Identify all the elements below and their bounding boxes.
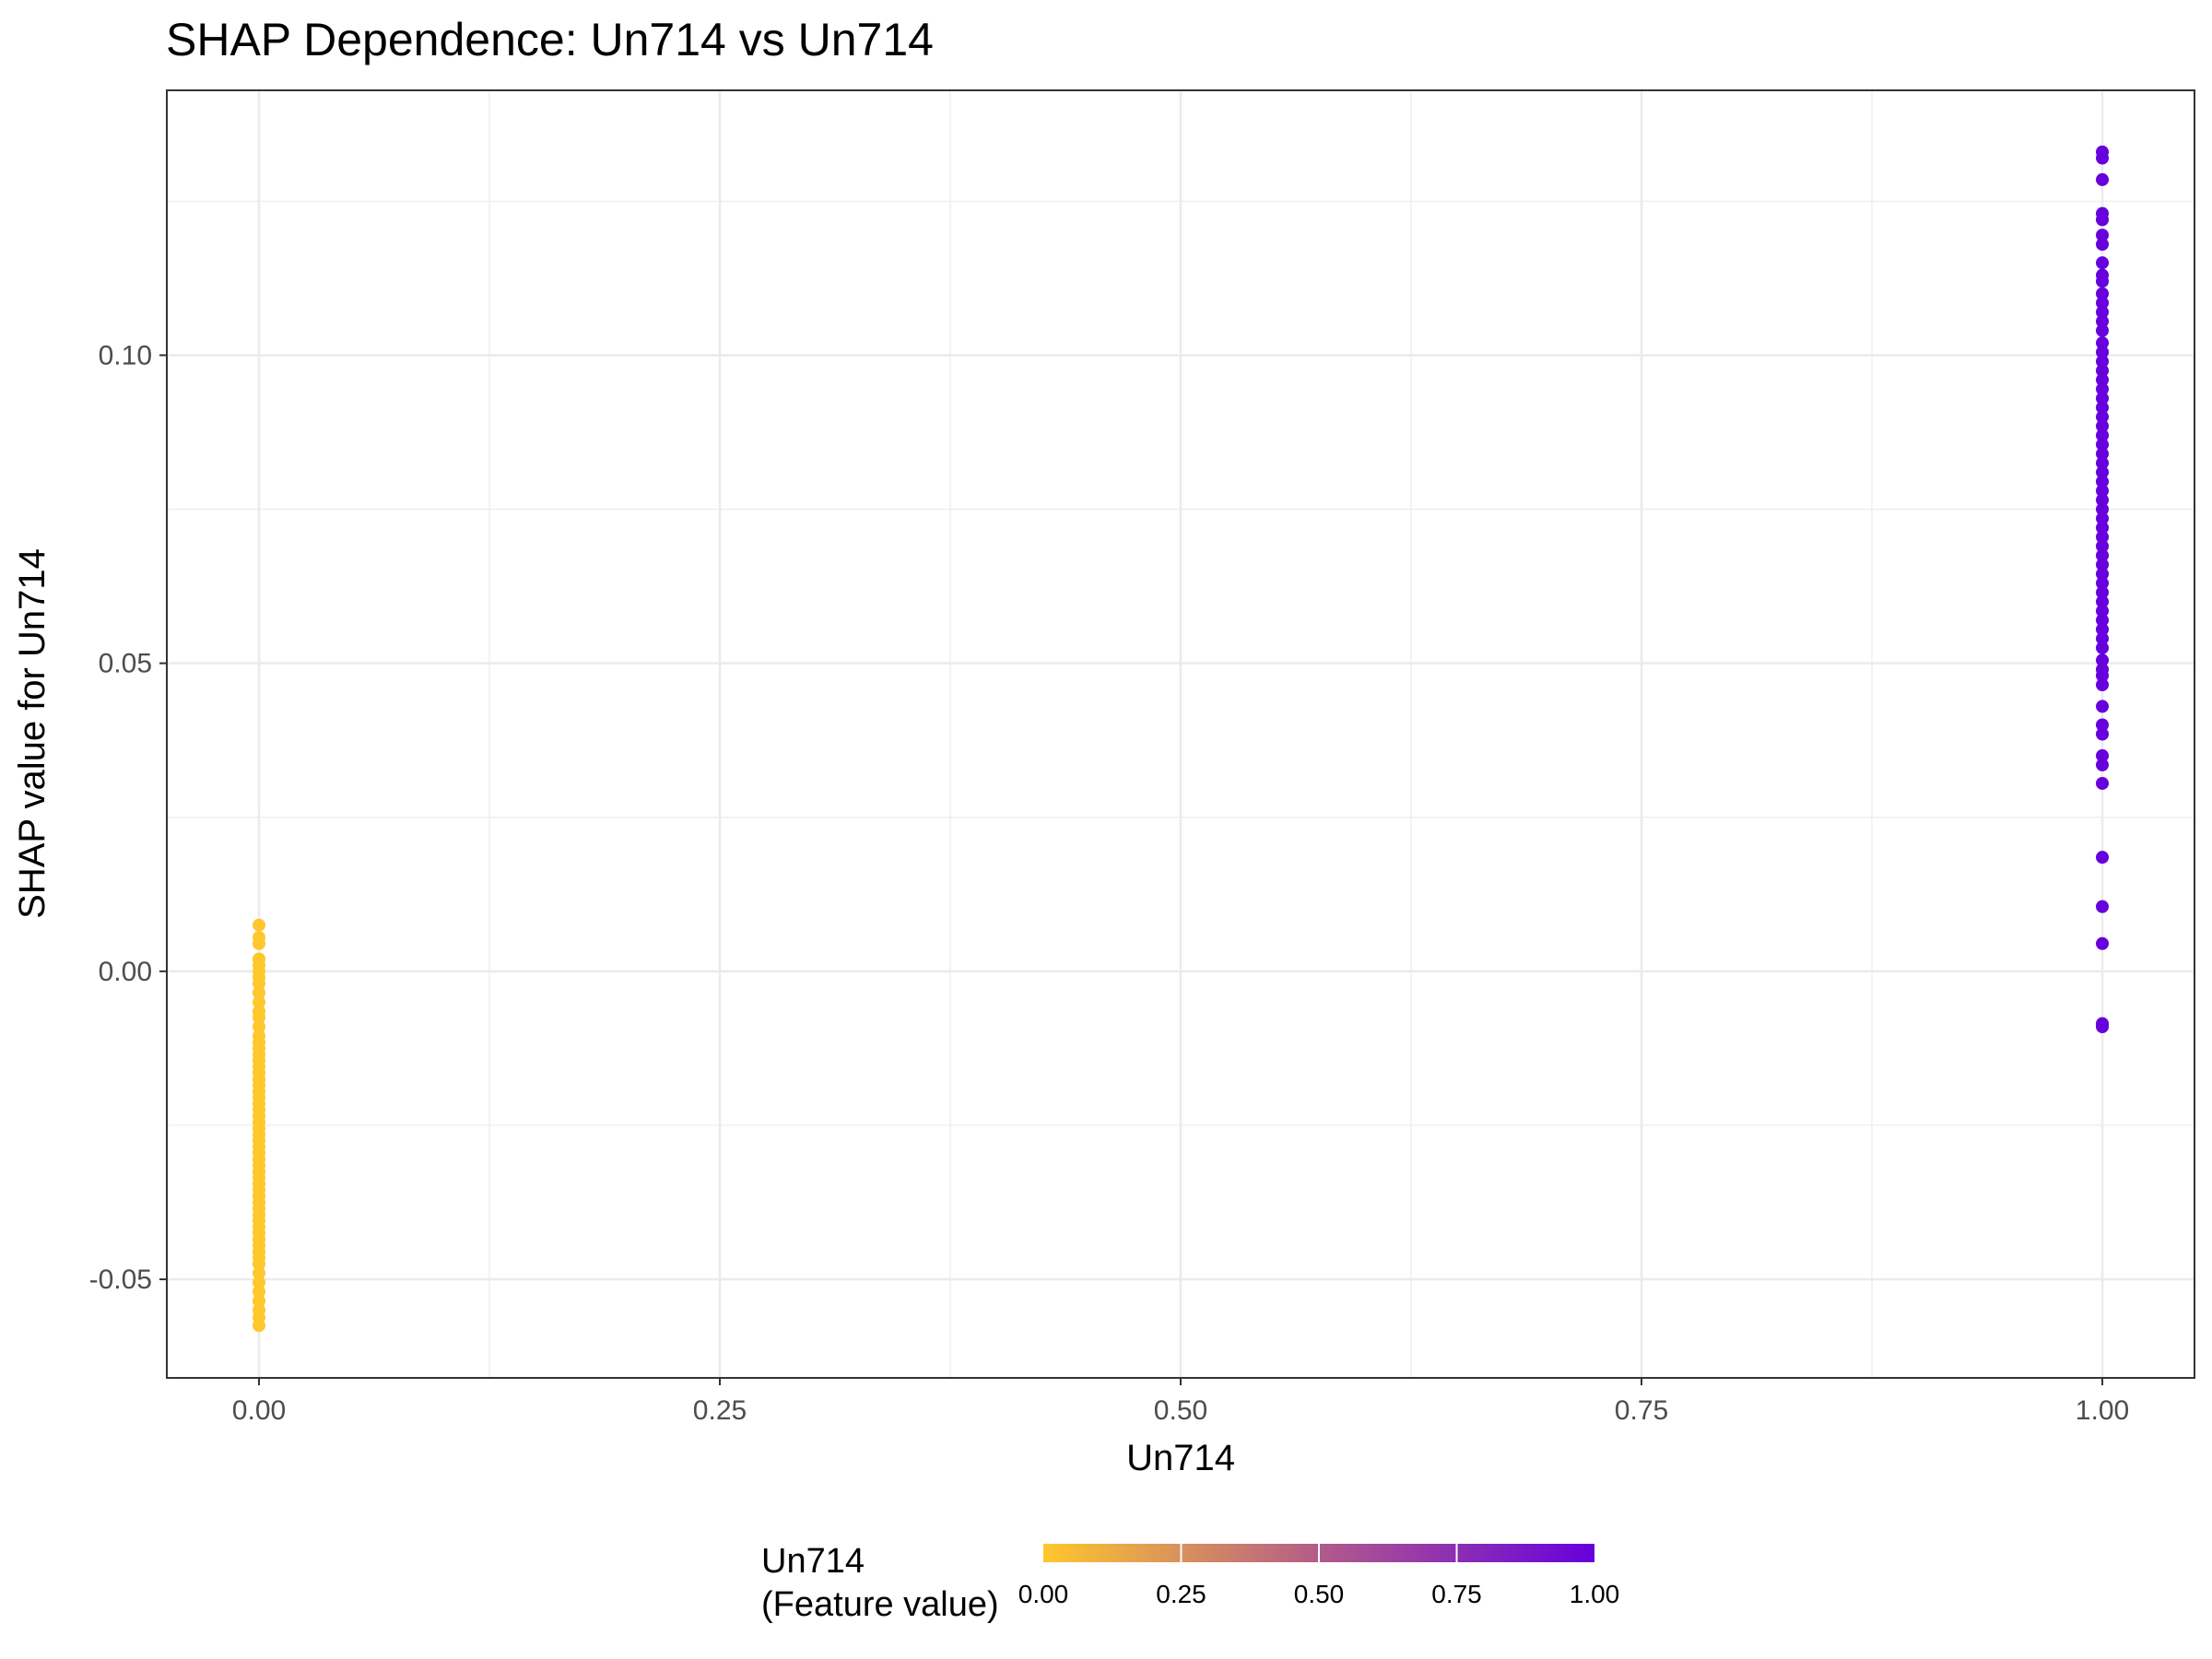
legend-tick-label: 1.00 — [1570, 1580, 1620, 1608]
data-point — [253, 1285, 265, 1299]
data-point — [2096, 558, 2109, 571]
data-point — [2096, 256, 2109, 270]
x-tick-label: 0.75 — [1615, 1395, 1668, 1426]
data-point — [2096, 447, 2109, 461]
data-point — [2096, 512, 2109, 525]
x-tick-label: 0.25 — [693, 1395, 747, 1426]
x-tick-label: 0.50 — [1154, 1395, 1207, 1426]
data-point — [2096, 364, 2109, 378]
data-point — [2096, 238, 2109, 252]
data-point — [253, 1276, 265, 1289]
x-axis-ticks: 0.00 0.25 0.50 0.75 1.00 — [232, 1378, 2129, 1426]
data-point — [2096, 296, 2109, 310]
data-point — [2096, 410, 2109, 424]
data-point — [2096, 604, 2109, 618]
data-point — [253, 977, 265, 991]
data-point — [2096, 172, 2109, 186]
data-point — [253, 1020, 265, 1033]
data-point — [2096, 429, 2109, 442]
data-point — [2096, 758, 2109, 771]
data-point — [253, 1257, 265, 1271]
data-point — [253, 1319, 265, 1333]
legend-title-line1: Un714 — [761, 1542, 865, 1581]
data-point — [2096, 324, 2109, 337]
data-point — [2096, 493, 2109, 507]
legend-tick-label: 0.50 — [1294, 1580, 1345, 1608]
y-tick-label: 0.05 — [99, 649, 152, 679]
data-point — [2096, 484, 2109, 498]
data-point — [2096, 567, 2109, 581]
data-point — [2096, 622, 2109, 636]
legend-title-line2: (Feature value) — [761, 1585, 999, 1624]
data-point — [2096, 229, 2109, 242]
data-point — [253, 918, 265, 932]
data-point — [2096, 613, 2109, 627]
data-point — [2096, 718, 2109, 732]
data-point — [2096, 521, 2109, 535]
data-point — [2096, 669, 2109, 682]
data-point — [2096, 776, 2109, 790]
data-point — [2096, 287, 2109, 300]
data-point — [253, 986, 265, 1000]
data-point — [2096, 641, 2109, 654]
major-gridlines — [167, 90, 2194, 1378]
chart-title: SHAP Dependence: Un714 vs Un714 — [166, 14, 934, 65]
legend-tick-label: 0.25 — [1156, 1580, 1206, 1608]
data-point — [253, 1294, 265, 1308]
data-point — [2096, 727, 2109, 741]
data-point — [2096, 936, 2109, 950]
data-point — [2096, 585, 2109, 599]
data-point — [253, 995, 265, 1009]
data-point — [253, 1010, 265, 1024]
data-point — [253, 936, 265, 950]
data-point — [253, 1266, 265, 1280]
data-point — [2096, 502, 2109, 516]
x-tick-label: 0.00 — [232, 1395, 286, 1426]
data-point — [2096, 314, 2109, 328]
data-point — [2096, 392, 2109, 406]
data-point — [2096, 438, 2109, 452]
legend-ticks: 0.00 0.25 0.50 0.75 1.00 — [1018, 1544, 1620, 1608]
legend-tick-label: 0.00 — [1018, 1580, 1069, 1608]
y-axis-ticks: -0.05 0.00 0.05 0.10 — [89, 340, 167, 1295]
y-tick-label: -0.05 — [89, 1265, 152, 1295]
data-point — [2096, 465, 2109, 479]
y-tick-label: 0.10 — [99, 340, 152, 371]
data-points — [253, 145, 2109, 1333]
data-point — [2096, 576, 2109, 590]
data-point — [2096, 151, 2109, 165]
x-axis-title: Un714 — [1126, 1438, 1235, 1478]
data-point — [2096, 355, 2109, 369]
y-tick-label: 0.00 — [99, 957, 152, 987]
data-point — [2096, 548, 2109, 562]
data-point — [2096, 530, 2109, 544]
data-point — [2096, 456, 2109, 470]
data-point — [2096, 373, 2109, 387]
data-point — [2096, 851, 2109, 865]
data-point — [2096, 900, 2109, 913]
data-point — [2096, 700, 2109, 713]
data-point — [2096, 305, 2109, 319]
color-legend: Un714 (Feature value) 0.00 0.25 0.50 0.75 1.… — [761, 1542, 1619, 1624]
data-point — [2096, 382, 2109, 396]
legend-tick-label: 0.75 — [1431, 1580, 1482, 1608]
y-axis-title: SHAP value for Un714 — [12, 548, 53, 919]
data-point — [2096, 748, 2109, 762]
x-tick-label: 1.00 — [2076, 1395, 2129, 1426]
data-point — [2096, 653, 2109, 667]
data-point — [2096, 631, 2109, 645]
data-point — [2096, 401, 2109, 415]
data-point — [2096, 1020, 2109, 1033]
data-point — [2096, 275, 2109, 288]
data-point — [2096, 594, 2109, 608]
data-point — [2096, 678, 2109, 692]
data-point — [2096, 213, 2109, 227]
data-point — [2096, 539, 2109, 553]
data-point — [2096, 419, 2109, 433]
data-point — [2096, 346, 2109, 359]
data-point — [2096, 336, 2109, 350]
data-point — [2096, 475, 2109, 488]
